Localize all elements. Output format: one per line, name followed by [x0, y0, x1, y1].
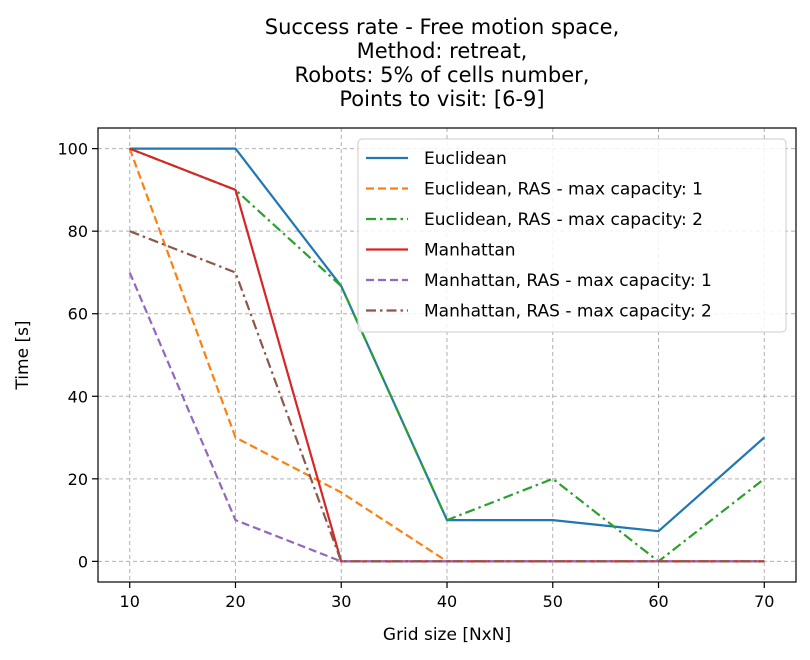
y-tick-label: 40 [68, 387, 88, 406]
x-tick-label: 60 [648, 592, 668, 611]
y-tick-label: 20 [68, 470, 88, 489]
title-line: Method: retreat, [357, 39, 528, 63]
title-line: Robots: 5% of cells number, [295, 63, 590, 87]
title-line: Points to visit: [6-9] [339, 87, 544, 111]
legend-label: Euclidean [424, 149, 507, 169]
legend-label: Euclidean, RAS - max capacity: 1 [424, 180, 703, 200]
y-axis-label: Time [s] [13, 320, 33, 390]
y-tick-label: 100 [57, 140, 88, 159]
y-axis-ticks: 0 20 40 60 80 100 [57, 140, 98, 571]
x-tick-label: 70 [754, 592, 774, 611]
legend-label: Manhattan, RAS - max capacity: 2 [424, 302, 712, 322]
y-tick-label: 60 [68, 305, 88, 324]
x-tick-label: 20 [225, 592, 245, 611]
legend-box [357, 138, 787, 333]
x-tick-label: 30 [331, 592, 351, 611]
series-line-5 [129, 230, 765, 563]
legend: Euclidean Euclidean, RAS - max capacity: … [357, 138, 787, 333]
legend-label: Manhattan, RAS - max capacity: 1 [424, 271, 712, 291]
legend-label: Euclidean, RAS - max capacity: 2 [424, 210, 703, 230]
x-tick-label: 50 [543, 592, 563, 611]
title-line: Success rate - Free motion space, [265, 15, 620, 39]
x-tick-label: 10 [120, 592, 140, 611]
x-axis-ticks: 10 20 30 40 50 60 70 [120, 582, 774, 611]
x-axis-label: Grid size [NxN] [383, 625, 511, 645]
chart-title: Success rate - Free motion space,Method:… [265, 15, 620, 111]
x-tick-label: 40 [437, 592, 457, 611]
y-tick-label: 80 [68, 222, 88, 241]
series-lines [128, 147, 766, 563]
y-tick-label: 0 [78, 552, 88, 571]
legend-label: Manhattan [424, 241, 516, 261]
